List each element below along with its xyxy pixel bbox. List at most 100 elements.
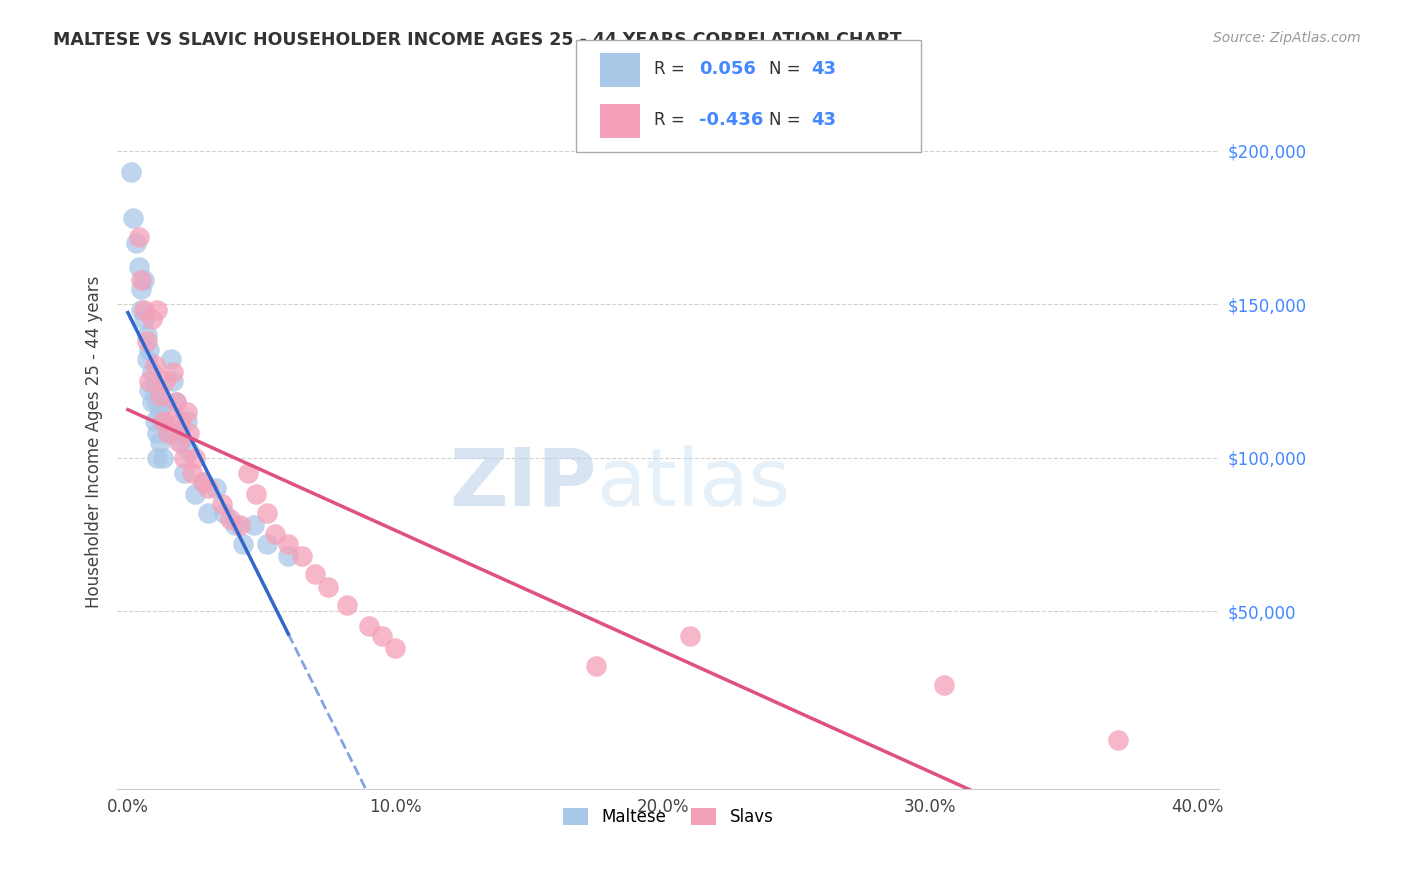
Point [1107,733,1129,747]
Point [146,450,169,465]
Point [135,352,157,367]
Point [176,404,198,418]
Point [167,425,190,440]
Point [179,425,201,440]
Point [152,414,174,428]
Point [138,374,160,388]
Point [197,481,219,495]
Point [143,359,166,373]
Point [336,598,359,612]
Point [242,518,264,533]
Point [165,395,187,409]
Legend: Maltese, Slavs: Maltese, Slavs [557,801,780,833]
Point [129,282,152,296]
Point [128,260,150,275]
Point [155,395,177,409]
Text: 43: 43 [811,60,837,78]
Point [152,414,174,428]
Point [149,389,172,403]
Point [167,435,190,450]
Text: 0.056: 0.056 [699,60,755,78]
Point [162,374,184,388]
Point [146,303,169,318]
Point [132,272,155,286]
Point [197,506,219,520]
Point [277,549,299,563]
Point [932,678,955,692]
Point [141,395,163,409]
Point [291,549,314,563]
Point [238,466,260,480]
Point [159,414,181,428]
Point [165,395,187,409]
Point [149,435,172,450]
Point [318,580,340,594]
Point [129,303,152,318]
Point [212,506,235,520]
Text: ZIP: ZIP [450,445,596,523]
Y-axis label: Householder Income Ages 25 - 44 years: Householder Income Ages 25 - 44 years [86,276,103,608]
Point [170,435,193,450]
Point [191,475,214,490]
Text: N =: N = [769,60,806,78]
Point [143,414,166,428]
Point [181,466,204,480]
Point [156,425,179,440]
Point [120,165,142,179]
Point [357,619,380,633]
Point [371,629,394,643]
Point [191,475,214,490]
Point [149,404,172,418]
Point [179,444,201,458]
Point [224,518,246,533]
Point [146,395,169,409]
Point [132,303,155,318]
Point [141,365,163,379]
Point [155,374,177,388]
Point [173,466,195,480]
Point [585,659,607,673]
Point [184,487,207,501]
Point [128,229,150,244]
Text: R =: R = [654,112,690,129]
Text: 43: 43 [811,112,837,129]
Point [170,414,193,428]
Point [218,512,240,526]
Point [304,567,326,582]
Point [211,497,233,511]
Text: MALTESE VS SLAVIC HOUSEHOLDER INCOME AGES 25 - 44 YEARS CORRELATION CHART: MALTESE VS SLAVIC HOUSEHOLDER INCOME AGE… [53,31,903,49]
Point [146,425,169,440]
Point [184,450,207,465]
Point [152,450,174,465]
Point [173,450,195,465]
Point [122,211,145,226]
Text: atlas: atlas [596,445,792,523]
Point [256,536,278,550]
Text: -0.436: -0.436 [699,112,763,129]
Point [135,334,157,348]
Point [125,235,148,250]
Point [384,640,406,655]
Text: N =: N = [769,112,806,129]
Point [678,629,700,643]
Point [256,506,278,520]
Point [159,352,181,367]
Point [229,518,252,533]
Point [138,383,160,397]
Point [143,383,166,397]
Point [264,527,287,541]
Text: R =: R = [654,60,690,78]
Point [162,365,184,379]
Point [141,312,163,326]
Point [205,481,228,495]
Point [129,272,152,286]
Point [245,487,267,501]
Text: Source: ZipAtlas.com: Source: ZipAtlas.com [1213,31,1361,45]
Point [176,414,198,428]
Point [135,327,157,342]
Point [138,343,160,358]
Point [156,425,179,440]
Point [277,536,299,550]
Point [132,312,155,326]
Point [232,536,254,550]
